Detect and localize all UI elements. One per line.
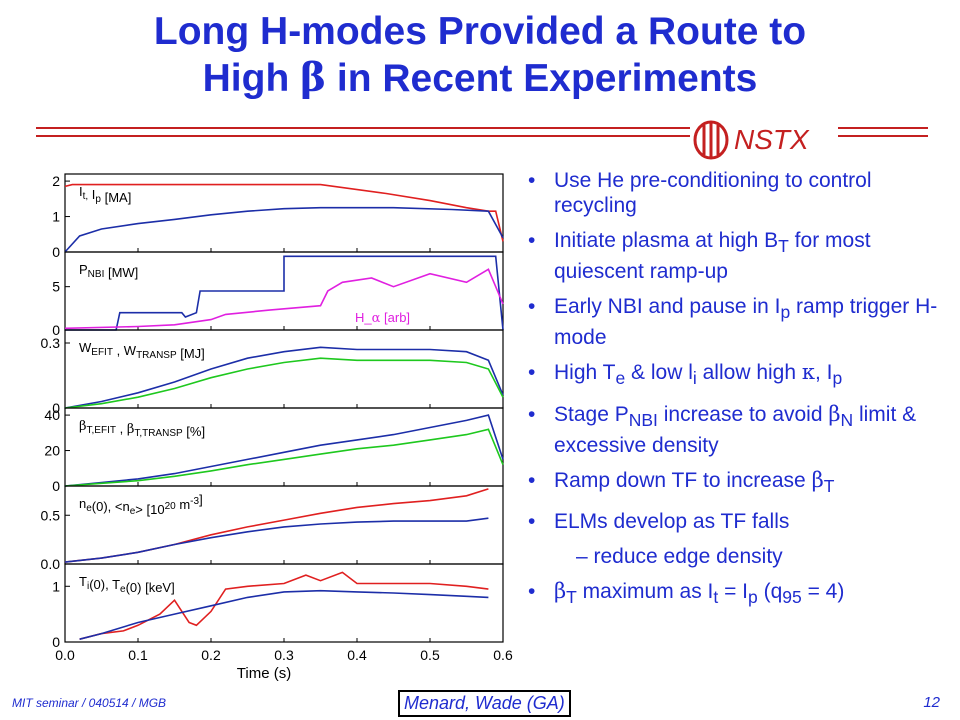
series-line	[64, 183, 504, 242]
y-tick-label: 20	[44, 443, 60, 459]
series-line	[64, 346, 504, 409]
logo-text: NSTX	[734, 124, 810, 155]
series-line	[65, 255, 504, 331]
bullet-dot-icon: •	[528, 402, 536, 426]
plot-panel-frame	[64, 563, 504, 643]
series-line	[64, 517, 489, 563]
series-line	[64, 268, 504, 330]
bullet-dot-icon: •	[528, 361, 536, 385]
footer-seminar: MIT seminar / 040514 / MGB	[12, 696, 167, 710]
slide-title: Long H-modes Provided a Route to High β …	[0, 8, 960, 102]
y-tick-label: 5	[52, 279, 60, 295]
panel-label-secondary: H_α [arb]	[355, 310, 410, 326]
x-tick-label: 0.3	[274, 647, 294, 663]
sub-bullet-item: – reduce edge density	[576, 544, 783, 568]
series-line	[79, 571, 489, 640]
beta-symbol: β	[300, 55, 327, 101]
series-line	[64, 357, 504, 409]
x-axis-label: Time (s)	[237, 665, 291, 682]
bullet-item: • Stage PNBI increase to avoid βN limit &…	[528, 401, 917, 457]
y-tick-label: 2	[52, 173, 60, 189]
footer-author-box: Menard, Wade (GA)	[398, 690, 571, 717]
y-tick-label: 0.5	[41, 507, 61, 523]
x-tick-label: 0.5	[420, 647, 440, 663]
y-tick-label: 0	[52, 400, 60, 416]
bullet-dot-icon: •	[528, 509, 536, 533]
plot-panel-frame	[64, 485, 504, 565]
bullet-dot-icon: •	[528, 579, 536, 603]
bullet-dot-icon: •	[528, 229, 536, 252]
plot-panel-frame	[64, 173, 504, 253]
x-tick-label: 0.4	[347, 647, 367, 663]
page-number: 12	[923, 694, 940, 711]
nstx-logo: NSTX	[693, 120, 810, 160]
bullet-dot-icon: •	[528, 468, 536, 492]
bullet-item: • Ramp down TF to increase βT	[528, 467, 835, 496]
y-tick-label: 0	[52, 244, 60, 260]
y-tick-label: 0.3	[41, 335, 61, 351]
panel-label: Ti(0), Te(0) [keV]	[79, 574, 175, 595]
bullet-item: • ELMs develop as TF falls	[528, 509, 790, 533]
x-tick-label: 0.0	[55, 647, 75, 663]
y-tick-label: 0	[52, 634, 60, 650]
bullet-item: • Early NBI and pause in Ip ramp trigger …	[528, 295, 938, 350]
title-line-1: Long H-modes Provided a Route to	[153, 10, 807, 53]
panel-label: PNBI [MW]	[79, 262, 138, 280]
x-tick-label: 0.6	[493, 647, 513, 663]
y-tick-label: 0	[52, 478, 60, 494]
bullet-list: • Use He pre-conditioning to control recy…	[528, 168, 948, 620]
panel-label: βT,EFIT , βT,TRANSP [%]	[79, 419, 205, 439]
bullet-item: • Initiate plasma at high BT for most qui…	[528, 229, 871, 284]
panel-label: WEFIT , WTRANSP [MJ]	[79, 340, 205, 361]
y-tick-label: 1	[52, 578, 60, 594]
y-tick-label: 0	[52, 322, 60, 338]
panel-label: ne(0), <ne> [1020 m-3]	[79, 492, 203, 517]
title-divider	[36, 127, 928, 137]
title-line-2: High β in Recent Experiments	[202, 55, 758, 101]
bullet-dot-icon: •	[528, 295, 536, 319]
series-line	[64, 206, 504, 253]
y-tick-label: 1	[52, 209, 60, 225]
y-tick-label: 0.0	[41, 556, 61, 572]
panel-label: It, Ip [MA]	[79, 184, 131, 205]
x-tick-label: 0.2	[201, 647, 221, 663]
x-tick-label: 0.1	[128, 647, 148, 663]
bullet-item: • Use He pre-conditioning to control recy…	[528, 169, 872, 217]
series-line	[79, 589, 489, 640]
plot-panel-frame	[64, 329, 504, 409]
bullet-item: • High Te & low li allow high κ, Ip	[528, 360, 843, 389]
series-line	[64, 428, 504, 487]
bullet-dot-icon: •	[528, 169, 536, 192]
series-line	[64, 414, 504, 487]
bullet-item: • βT maximum as It = Ip (q95 = 4)	[528, 578, 845, 608]
y-tick-label: 40	[44, 407, 60, 423]
plot-panel-frame	[64, 407, 504, 487]
